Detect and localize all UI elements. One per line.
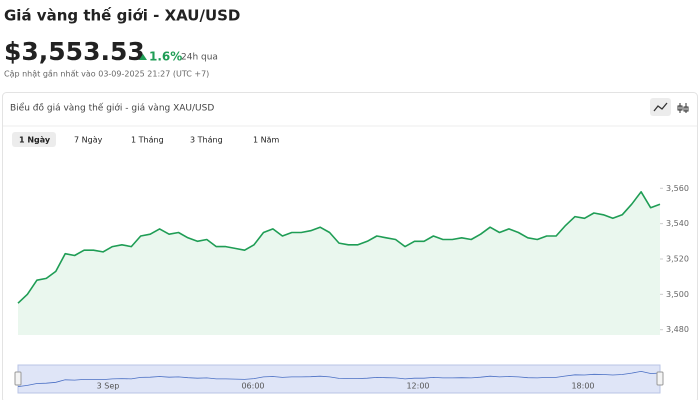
y-tick-label: 3,500 bbox=[666, 290, 689, 299]
navigator-handle[interactable] bbox=[656, 371, 664, 386]
price-area bbox=[18, 191, 660, 335]
range-tab[interactable]: 3 Tháng bbox=[190, 136, 223, 145]
y-tick-label: 3,480 bbox=[666, 325, 689, 334]
chart-title: Biểu đồ giá vàng thế giới - giá vàng XAU… bbox=[10, 103, 214, 114]
range-tab[interactable]: 7 Ngày bbox=[74, 136, 103, 145]
navigator-handle[interactable] bbox=[14, 371, 22, 386]
navigator-tick-label: 18:00 bbox=[571, 382, 594, 391]
line-icon bbox=[653, 102, 668, 112]
updated: Cập nhật gần nhất vào 03-09-2025 21:27 (… bbox=[4, 69, 209, 80]
navigator-tick-label: 06:00 bbox=[241, 382, 264, 391]
y-tick-label: 3,540 bbox=[666, 219, 689, 228]
line-icon-button[interactable] bbox=[650, 98, 671, 116]
range-tab[interactable]: 1 Năm bbox=[253, 136, 280, 145]
range-tab[interactable]: 1 Tháng bbox=[131, 136, 164, 145]
page-title: Giá vàng thế giới - XAU/USD bbox=[4, 6, 240, 25]
navigator-line bbox=[17, 370, 661, 387]
up-arrow bbox=[139, 54, 147, 60]
y-tick-label: 3,520 bbox=[666, 254, 689, 263]
change: 1.6% bbox=[149, 50, 182, 64]
change-period: 24h qua bbox=[181, 53, 218, 63]
price: $3,553.53 bbox=[4, 37, 145, 66]
navigator-tick-label: 3 Sep bbox=[97, 382, 120, 391]
candle-icon[interactable] bbox=[677, 103, 689, 113]
range-tab[interactable]: 1 Ngày bbox=[19, 136, 51, 145]
navigator-tick-label: 12:00 bbox=[406, 382, 429, 391]
price-line bbox=[17, 191, 661, 304]
y-tick-label: 3,560 bbox=[666, 184, 689, 193]
range-tab-selected[interactable] bbox=[12, 132, 56, 147]
